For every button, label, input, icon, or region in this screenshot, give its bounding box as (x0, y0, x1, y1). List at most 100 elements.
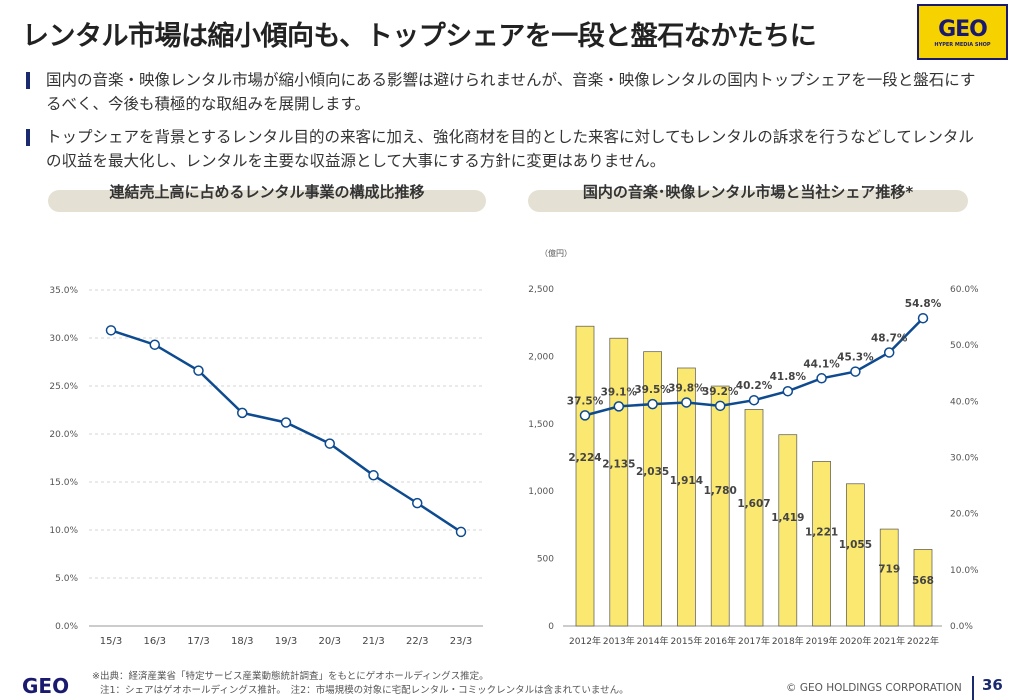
footnotes: 注1：シェアはゲオホールディングス推計。 注2：市場規模の対象に宅配レンタル・コ… (100, 685, 629, 696)
data-point (237, 407, 248, 419)
x-tick-label: 2016年 (704, 635, 736, 647)
share-point (917, 312, 929, 324)
bar-label: 1,419 (771, 512, 804, 524)
x-tick-label: 2012年 (569, 635, 601, 647)
y-tick-label: 500 (537, 555, 554, 565)
x-tick-label: 2018年 (772, 635, 804, 647)
share-point (816, 373, 827, 384)
geo-logo: GEO HYPER MEDIA SHOP (917, 4, 1008, 60)
x-tick-label: 19/3 (275, 636, 297, 647)
right-chart-title: 国内の音楽･映像レンタル市場と当社シェア推移* (528, 185, 968, 212)
bar-label: 719 (878, 564, 900, 576)
y-tick-label: 15.0% (49, 478, 78, 488)
share-label: 37.5% (567, 395, 604, 407)
x-tick-label: 2020年 (839, 635, 871, 647)
logo-mark: GEO (938, 16, 988, 42)
share-label: 39.2% (702, 386, 739, 398)
bar-label: 2,224 (568, 452, 601, 464)
y2-tick-label: 0.0% (950, 622, 973, 632)
x-tick-label: 2013年 (603, 635, 635, 647)
x-tick-label: 2022年 (907, 635, 939, 647)
share-point (613, 401, 625, 412)
bar-label: 1,221 (805, 526, 838, 538)
y-tick-label: 5.0% (55, 574, 78, 584)
y-tick-label: 0 (548, 622, 554, 632)
bar-label: 568 (912, 575, 934, 587)
bar (846, 483, 865, 627)
y2-tick-label: 30.0% (950, 454, 979, 464)
data-point (324, 438, 335, 449)
y2-tick-label: 10.0% (950, 566, 979, 576)
series-line (110, 329, 462, 533)
page-number: 36 (972, 676, 1003, 700)
share-point (850, 366, 861, 377)
y-tick-label: 2,000 (528, 352, 554, 362)
footer-logo: GEO (22, 674, 70, 698)
bar-label: 1,607 (737, 498, 770, 510)
x-tick-label: 2014年 (637, 635, 669, 647)
data-point (149, 339, 160, 350)
bar-label: 1,055 (839, 539, 872, 551)
data-point (455, 526, 467, 538)
y-tick-label: 1,500 (528, 420, 554, 430)
data-point (368, 470, 379, 481)
share-label: 39.5% (634, 384, 671, 396)
bar (677, 367, 696, 627)
share-point (681, 397, 692, 408)
bar (879, 528, 899, 627)
x-tick-label: 2019年 (806, 635, 838, 647)
bar-label: 1,780 (704, 485, 737, 497)
left-chart-title: 連結売上高に占めるレンタル事業の構成比推移 (48, 185, 486, 212)
x-tick-label: 2017年 (738, 635, 770, 647)
y-tick-label: 20.0% (49, 430, 78, 440)
bar-label: 2,035 (636, 466, 669, 478)
y-axis-unit: （億円） (540, 248, 572, 258)
y2-tick-label: 60.0% (950, 285, 979, 295)
share-label: 39.8% (668, 382, 705, 394)
x-tick-label: 20/3 (319, 636, 341, 647)
share-point (883, 347, 895, 358)
share-point (714, 400, 726, 412)
x-tick-label: 17/3 (187, 636, 209, 647)
bar (575, 325, 595, 627)
section-label: 連結売上高に占めるレンタル事業の構成比推移 (109, 183, 425, 201)
x-tick-label: 23/3 (450, 636, 472, 647)
y2-tick-label: 20.0% (950, 510, 979, 520)
share-point (579, 410, 591, 421)
y-tick-label: 0.0% (55, 622, 78, 632)
share-point (647, 398, 658, 410)
y-tick-label: 30.0% (49, 334, 78, 344)
share-point (748, 394, 760, 406)
x-tick-label: 2015年 (670, 635, 702, 647)
bar (812, 461, 831, 627)
bar (643, 351, 662, 627)
x-tick-label: 21/3 (362, 636, 384, 647)
section-label: 国内の音楽･映像レンタル市場と当社シェア推移* (582, 183, 914, 201)
bar (913, 549, 933, 627)
y-tick-label: 2,500 (528, 285, 554, 295)
y-tick-label: 35.0% (49, 286, 78, 296)
share-label: 48.7% (871, 332, 908, 344)
copyright: © GEO HOLDINGS CORPORATION (786, 682, 962, 694)
page-title: レンタル市場は縮小傾向も、トップシェアを一段と盤石なかたちに (22, 21, 817, 52)
bullet-text: 国内の音楽・映像レンタル市場が縮小傾向にある影響は避けられませんが、音楽・映像レ… (26, 68, 986, 116)
share-point (782, 385, 794, 397)
share-label: 40.2% (736, 380, 773, 392)
y2-tick-label: 40.0% (950, 397, 979, 407)
y-tick-label: 10.0% (49, 526, 78, 536)
y-tick-label: 25.0% (49, 382, 78, 392)
source-note: ※出典：経済産業省「特定サービス産業動態統計調査」をもとにゲオホールディングス推… (92, 671, 489, 682)
data-point (105, 325, 117, 336)
y2-tick-label: 50.0% (950, 341, 979, 351)
data-point (412, 497, 423, 509)
data-point (280, 417, 292, 428)
bar (778, 434, 798, 627)
data-point (193, 365, 204, 376)
logo-subtitle: HYPER MEDIA SHOP (934, 41, 991, 48)
y-tick-label: 1,000 (528, 487, 554, 497)
bar (710, 385, 730, 627)
x-tick-label: 18/3 (231, 636, 253, 647)
x-tick-label: 16/3 (144, 636, 166, 647)
x-tick-label: 15/3 (100, 636, 122, 647)
